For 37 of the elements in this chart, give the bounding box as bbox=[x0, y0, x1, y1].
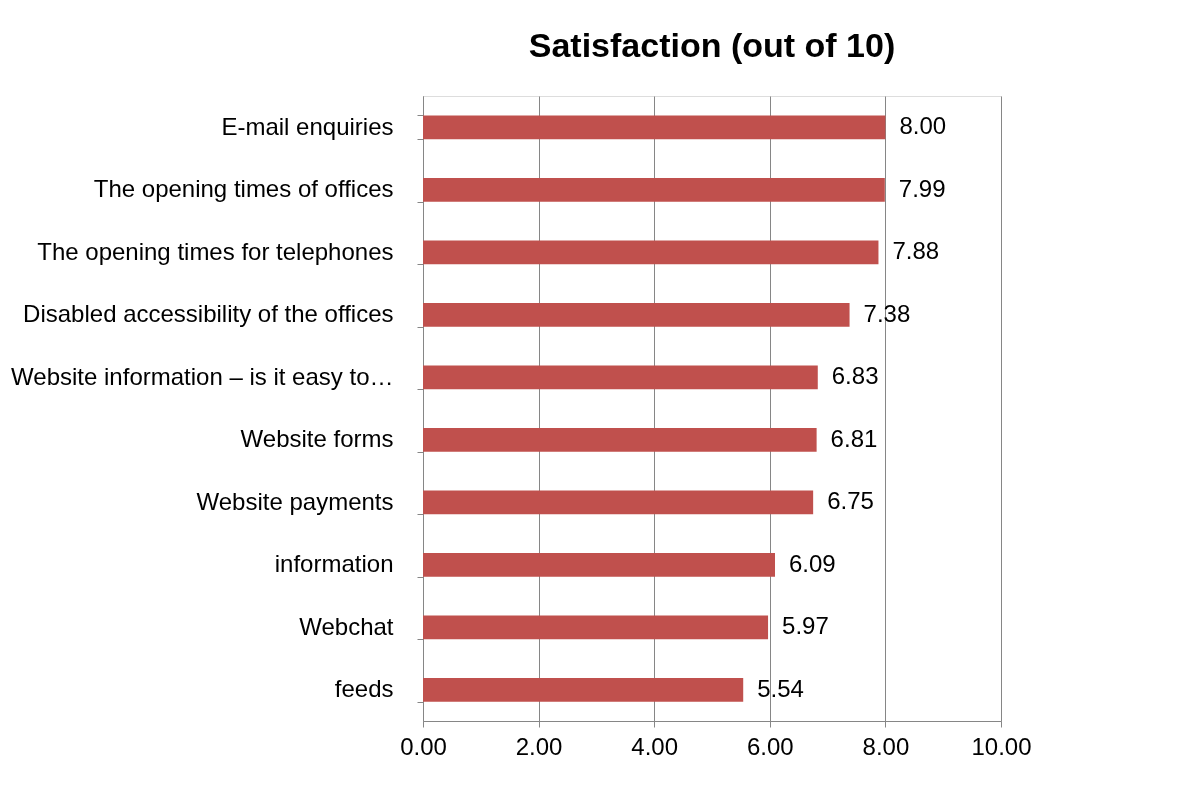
data-label: 8.00 bbox=[899, 112, 947, 140]
bar bbox=[423, 365, 818, 390]
x-tick-label: 10.00 bbox=[971, 732, 1032, 760]
data-label: 6.83 bbox=[831, 362, 879, 390]
data-label: 6.75 bbox=[827, 487, 874, 515]
y-tick-label: feeds bbox=[334, 675, 394, 703]
data-label: 5.54 bbox=[757, 674, 804, 702]
y-tick-label: E-mail enquiries bbox=[221, 112, 394, 140]
data-label: 7.38 bbox=[863, 299, 911, 327]
y-tick-label: Website forms bbox=[240, 425, 394, 453]
data-label: 7.99 bbox=[898, 174, 946, 202]
bar bbox=[423, 677, 744, 702]
bar bbox=[423, 427, 817, 452]
bar bbox=[423, 615, 769, 640]
bar bbox=[423, 177, 885, 202]
x-tick-label: 8.00 bbox=[862, 732, 910, 760]
data-label: 6.81 bbox=[830, 424, 878, 452]
y-tick-label: information bbox=[274, 550, 394, 578]
data-label: 7.88 bbox=[892, 237, 940, 265]
bar bbox=[423, 302, 850, 327]
y-tick-label: Website payments bbox=[196, 487, 394, 515]
x-tick-label: 6.00 bbox=[746, 732, 794, 760]
x-tick-label: 2.00 bbox=[515, 732, 563, 760]
bar bbox=[423, 490, 814, 515]
y-tick-label: The opening times of offices bbox=[93, 175, 394, 203]
bar bbox=[423, 240, 879, 265]
y-tick-label: Disabled accessibility of the offices bbox=[23, 300, 394, 328]
data-label: 6.09 bbox=[789, 549, 836, 577]
chart-title: Satisfaction (out of 10) bbox=[528, 26, 896, 64]
x-tick-label: 4.00 bbox=[631, 732, 679, 760]
y-tick-label: Webchat bbox=[299, 612, 394, 640]
data-label: 5.97 bbox=[782, 612, 829, 640]
bar bbox=[423, 552, 775, 577]
x-tick-label: 0.00 bbox=[400, 732, 447, 760]
y-tick-label: Website information – is it easy to… bbox=[11, 362, 394, 390]
bar bbox=[423, 115, 886, 140]
y-tick-label: The opening times for telephones bbox=[37, 237, 394, 265]
